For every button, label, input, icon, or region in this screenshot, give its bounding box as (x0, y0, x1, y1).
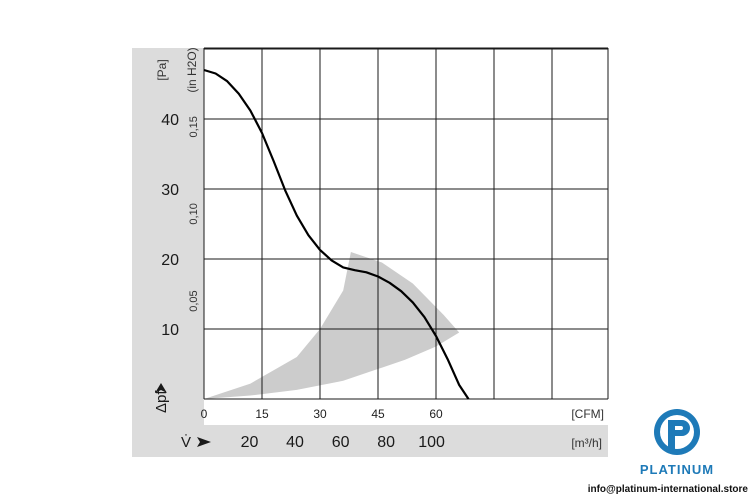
alt-pressure-unit-label: (in H2O) (185, 47, 199, 92)
cfm-unit-label: [CFM] (571, 407, 604, 421)
flow-symbol: V̇ (181, 434, 191, 451)
grid-layer (203, 47, 609, 400)
x-tick-label-m3h: 80 (377, 434, 395, 451)
fan-curve-line (203, 68, 470, 400)
tick-layer: 10 20 30 40 0,05 0,10 0,15 0 15 30 45 60 20 40 60 80 100 (161, 112, 445, 451)
y-tick-label-pa: 30 (161, 182, 179, 199)
curve-layer (203, 68, 470, 400)
y-tick-label-inh2o: 0,15 (188, 116, 200, 137)
y-tick-label-inh2o: 0,05 (188, 290, 200, 311)
platinum-logo: PLATINUM info@platinum-international.sto… (588, 409, 749, 495)
pressure-symbol: Δpf (153, 390, 170, 413)
m3h-unit-label: [m³/h] (571, 436, 602, 450)
x-tick-label-cfm: 0 (201, 407, 208, 421)
x-tick-label-m3h: 20 (241, 434, 259, 451)
x-tick-label-m3h: 60 (332, 434, 350, 451)
x-tick-label-cfm: 15 (255, 407, 269, 421)
x-tick-label-m3h: 100 (418, 434, 445, 451)
logo-letter-p-icon (668, 420, 690, 451)
logo-word: PLATINUM (640, 462, 714, 477)
operating-range-area (204, 252, 460, 399)
flow-axis-arrow-icon (197, 437, 211, 447)
y-tick-label-pa: 40 (161, 112, 179, 129)
x-axis-band (132, 425, 608, 457)
operating-range-layer (204, 252, 460, 399)
y-tick-label-inh2o: 0,10 (188, 203, 200, 224)
logo-url: info@platinum-international.store (588, 484, 749, 495)
pressure-axis-arrow-icon (155, 383, 167, 393)
y-tick-label-pa: 20 (161, 252, 179, 269)
y-tick-label-pa: 10 (161, 322, 179, 339)
x-tick-label-cfm: 30 (313, 407, 327, 421)
x-tick-label-m3h: 40 (286, 434, 304, 451)
x-tick-label-cfm: 45 (371, 407, 385, 421)
x-tick-label-cfm: 60 (429, 407, 443, 421)
y-axis-band (132, 48, 204, 457)
pressure-unit-label: [Pa] (155, 59, 169, 80)
